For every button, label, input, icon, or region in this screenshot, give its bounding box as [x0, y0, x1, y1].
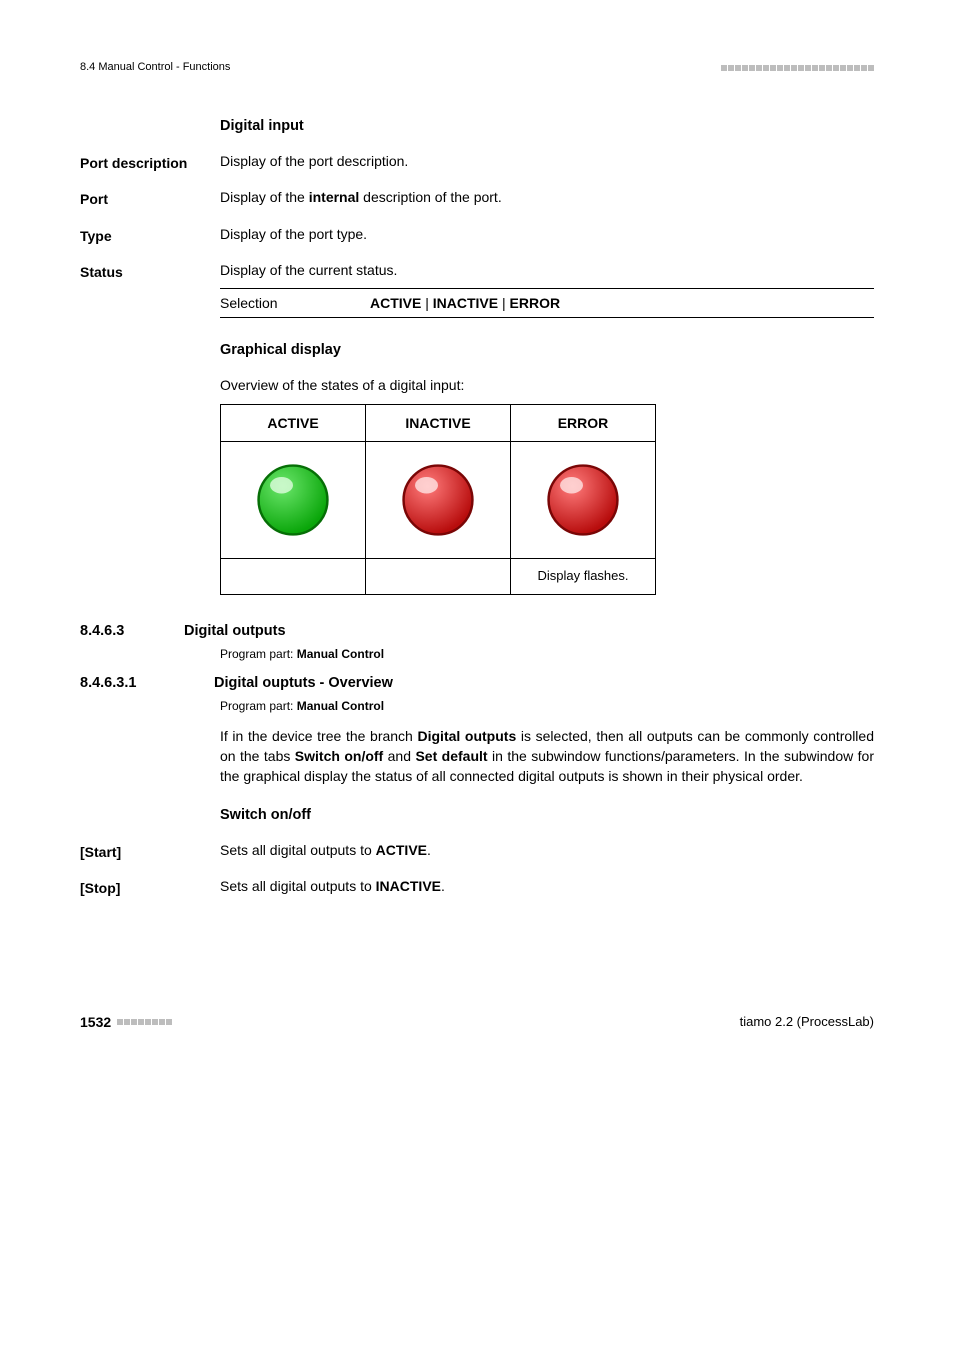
page-footer: 1532 tiamo 2.2 (ProcessLab) [0, 1012, 954, 1082]
program-part-1: Program part: Manual Control [220, 646, 874, 663]
heading-overview-num: 8.4.6.3.1 [80, 673, 210, 694]
label-status: Status [80, 260, 220, 319]
led-inactive-cell [366, 442, 511, 559]
body-type: Display of the port type. [220, 224, 874, 246]
body-port: Display of the internal description of t… [220, 187, 874, 209]
led-active-cell [221, 442, 366, 559]
led-active-footnote [221, 559, 366, 595]
body-status: Display of the current status. Selection… [220, 260, 874, 319]
body-status-text: Display of the current status. [220, 260, 874, 280]
body-start-bold: ACTIVE [376, 842, 427, 858]
led-error-footnote: Display flashes. [511, 559, 656, 595]
body-stop-bold: INACTIVE [376, 878, 441, 894]
label-type: Type [80, 224, 220, 246]
page-header: 8.4 Manual Control - Functions [80, 60, 874, 76]
heading-digital-outputs: 8.4.6.3 Digital outputs [80, 621, 874, 642]
body-start-prefix: Sets all digital outputs to [220, 842, 376, 858]
body-port-suffix: description of the port. [359, 189, 501, 205]
state-col-active: ACTIVE [221, 404, 366, 441]
heading-graphical-display: Graphical display [220, 340, 874, 361]
body-start-suffix: . [427, 842, 431, 858]
label-port-description: Port description [80, 151, 220, 173]
label-stop: [Stop] [80, 876, 220, 898]
program-part-1-label: Program part: [220, 647, 293, 661]
heading-overview-title: Digital ouptuts - Overview [214, 675, 393, 691]
led-error-cell [511, 442, 656, 559]
footer-right: tiamo 2.2 (ProcessLab) [740, 1013, 874, 1032]
program-part-2-value: Manual Control [297, 699, 384, 713]
state-col-inactive: INACTIVE [366, 404, 511, 441]
body-start: Sets all digital outputs to ACTIVE. [220, 840, 874, 862]
heading-digital-input: Digital input [220, 116, 874, 137]
ov-p0: If in the device tree the branch [220, 728, 418, 744]
header-decor [721, 65, 874, 71]
body-stop-suffix: . [441, 878, 445, 894]
body-stop-prefix: Sets all digital outputs to [220, 878, 376, 894]
selection-table: Selection ACTIVE | INACTIVE | ERROR [220, 288, 874, 318]
label-start: [Start] [80, 840, 220, 862]
state-col-error: ERROR [511, 404, 656, 441]
heading-overview: 8.4.6.3.1 Digital ouptuts - Overview [80, 673, 874, 694]
heading-digital-outputs-title: Digital outputs [184, 623, 286, 639]
page-number: 1532 [80, 1012, 111, 1032]
label-port: Port [80, 187, 220, 209]
footer-decor [117, 1019, 172, 1025]
body-port-description: Display of the port description. [220, 151, 874, 173]
ov-p3: Switch on/off [295, 748, 383, 764]
ov-p5: Set default [415, 748, 487, 764]
selection-values: ACTIVE | INACTIVE | ERROR [370, 289, 874, 318]
program-part-2-label: Program part: [220, 699, 293, 713]
program-part-1-value: Manual Control [297, 647, 384, 661]
heading-digital-outputs-num: 8.4.6.3 [80, 621, 180, 642]
graphical-intro: Overview of the states of a digital inpu… [220, 375, 874, 395]
footer-left: 1532 [80, 1012, 172, 1032]
state-table: ACTIVE INACTIVE ERROR [220, 404, 656, 595]
body-port-prefix: Display of the [220, 189, 309, 205]
header-section-path: 8.4 Manual Control - Functions [80, 60, 230, 76]
ov-p4: and [383, 748, 415, 764]
body-port-bold: internal [309, 189, 360, 205]
selection-label: Selection [220, 289, 370, 318]
program-part-2: Program part: Manual Control [220, 698, 874, 715]
overview-paragraph: If in the device tree the branch Digital… [220, 726, 874, 787]
body-stop: Sets all digital outputs to INACTIVE. [220, 876, 874, 898]
heading-switch-onoff: Switch on/off [220, 805, 874, 826]
ov-p1: Digital outputs [418, 728, 517, 744]
led-inactive-footnote [366, 559, 511, 595]
